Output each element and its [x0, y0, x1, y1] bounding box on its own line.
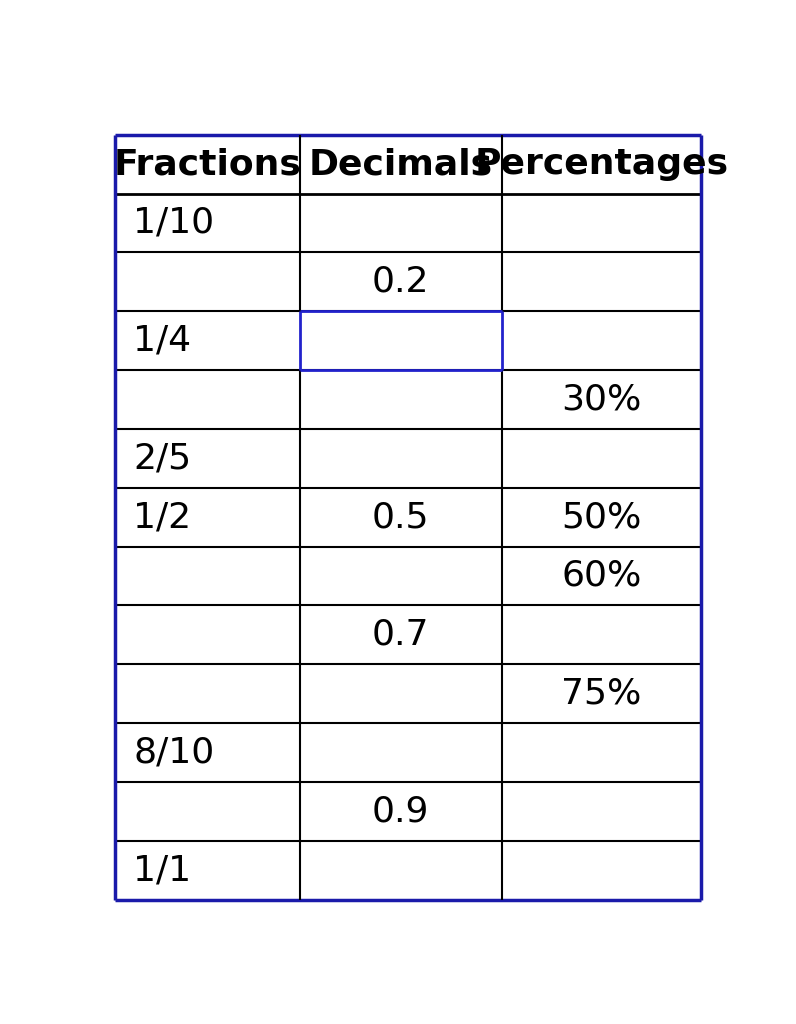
- Text: 75%: 75%: [561, 677, 642, 711]
- Text: 0.7: 0.7: [372, 617, 429, 652]
- Text: 0.5: 0.5: [372, 500, 429, 535]
- Text: Percentages: Percentages: [474, 147, 728, 181]
- Text: 1/1: 1/1: [134, 853, 192, 887]
- Text: 0.2: 0.2: [372, 265, 429, 299]
- Text: 1/2: 1/2: [134, 500, 192, 535]
- Text: 30%: 30%: [561, 382, 642, 417]
- Text: 50%: 50%: [561, 500, 642, 535]
- Text: Decimals: Decimals: [309, 147, 493, 181]
- Text: Fractions: Fractions: [113, 147, 301, 181]
- Text: 1/10: 1/10: [134, 206, 215, 240]
- Text: 2/5: 2/5: [134, 441, 192, 475]
- Text: 0.9: 0.9: [372, 795, 429, 828]
- Text: 8/10: 8/10: [134, 735, 215, 769]
- Text: 60%: 60%: [561, 559, 642, 593]
- Text: 1/4: 1/4: [134, 324, 192, 357]
